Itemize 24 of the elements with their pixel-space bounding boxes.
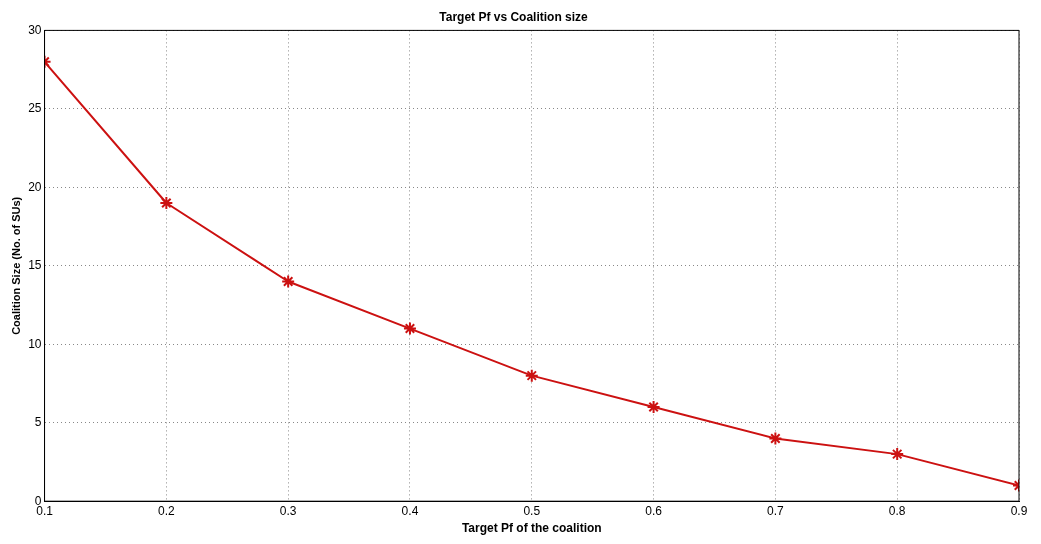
point — [768, 431, 783, 446]
x-tick-label: 0.5 — [523, 503, 541, 518]
x-axis-title: Target Pf of the coalition — [461, 521, 602, 536]
x-tick-label: 0.9 — [1010, 503, 1028, 518]
chart-title: Target Pf vs Coalition size — [439, 9, 589, 24]
point — [281, 274, 296, 289]
y-tick-label: 15 — [28, 258, 42, 273]
x-tick-label: 0.4 — [401, 503, 419, 518]
y-tick-label: 5 — [34, 415, 42, 430]
point — [646, 400, 661, 415]
point — [402, 321, 417, 336]
y-tick-label: 25 — [28, 101, 42, 116]
point — [890, 447, 905, 462]
x-tick-label: 0.6 — [645, 503, 663, 518]
y-axis-title: Coalition Size (No. of SUs) — [9, 196, 22, 335]
x-tick-label: 0.3 — [279, 503, 297, 518]
y-tick-label: 30 — [28, 22, 42, 37]
point — [524, 368, 539, 383]
point — [159, 196, 174, 211]
y-tick-label: 10 — [28, 336, 42, 351]
x-tick-label: 0.2 — [158, 503, 176, 518]
x-tick-label: 0.8 — [888, 503, 906, 518]
x-tick-label: 0.7 — [767, 503, 785, 518]
y-tick-label: 20 — [28, 179, 42, 194]
